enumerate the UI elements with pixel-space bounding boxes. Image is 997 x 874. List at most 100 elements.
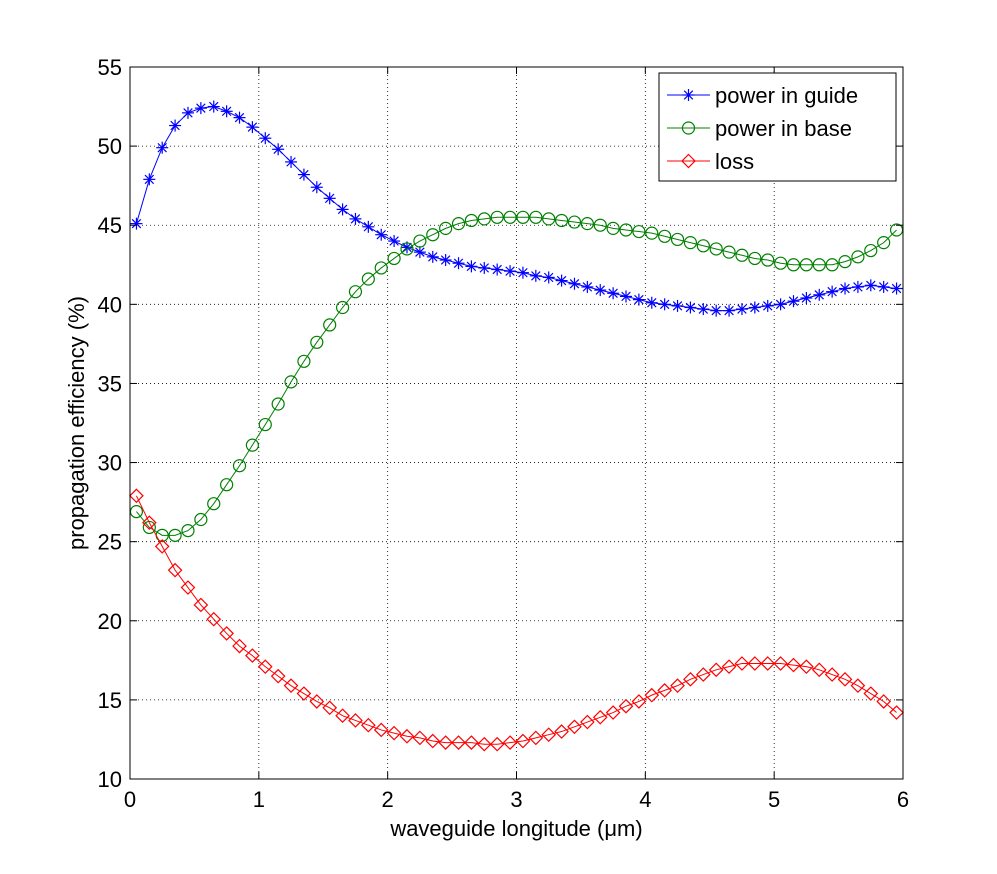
data-point xyxy=(220,105,233,118)
data-point xyxy=(476,736,492,752)
data-point xyxy=(529,210,543,224)
legend-label: power in base xyxy=(715,116,852,141)
data-point xyxy=(554,724,569,739)
data-point xyxy=(877,236,891,250)
data-point xyxy=(528,730,544,746)
data-point xyxy=(632,224,646,239)
data-point xyxy=(594,284,607,297)
data-point xyxy=(800,292,813,305)
x-axis-label: waveguide longitude (μm) xyxy=(389,816,642,841)
legend-label: loss xyxy=(715,149,754,174)
data-point xyxy=(864,243,878,258)
data-point xyxy=(451,217,466,231)
data-point xyxy=(310,181,323,194)
data-point xyxy=(683,236,698,250)
data-point xyxy=(851,250,865,264)
data-point xyxy=(890,282,903,295)
y-axis-label: propagation efficiency (%) xyxy=(64,296,89,550)
data-point xyxy=(671,299,684,312)
data-point xyxy=(502,735,518,750)
data-point xyxy=(748,251,762,266)
data-point xyxy=(658,229,672,243)
data-point xyxy=(516,266,529,279)
data-point xyxy=(786,258,801,272)
data-point xyxy=(413,234,427,248)
data-point xyxy=(580,217,594,231)
data-point xyxy=(889,705,904,720)
legend: power in guide power in base loss xyxy=(658,72,897,182)
data-point xyxy=(245,648,260,663)
data-point xyxy=(348,713,363,728)
data-point xyxy=(219,626,234,641)
data-point xyxy=(272,143,285,156)
data-point xyxy=(426,228,440,242)
series-2 xyxy=(129,488,904,752)
data-point xyxy=(413,246,426,259)
data-point xyxy=(232,638,247,654)
data-point xyxy=(232,459,247,473)
data-point xyxy=(362,220,375,233)
y-tick-label: 35 xyxy=(98,371,122,396)
x-tick-label: 2 xyxy=(382,787,394,812)
y-tick-label: 55 xyxy=(98,55,122,80)
data-point xyxy=(567,719,582,735)
data-point xyxy=(220,478,234,492)
data-point xyxy=(143,173,156,186)
y-tick-label: 40 xyxy=(98,292,122,317)
data-point xyxy=(336,203,349,216)
data-point xyxy=(632,293,645,306)
data-point xyxy=(323,318,337,332)
data-point xyxy=(425,733,441,749)
data-point xyxy=(477,212,491,226)
y-tick-label: 15 xyxy=(98,688,122,713)
data-point xyxy=(670,232,685,247)
data-point xyxy=(812,258,826,272)
data-point xyxy=(297,354,311,368)
data-point xyxy=(619,223,633,237)
legend-marker xyxy=(681,153,696,169)
data-point xyxy=(335,300,350,315)
data-point xyxy=(206,611,222,627)
data-point xyxy=(618,698,634,714)
data-point xyxy=(607,287,620,300)
x-tick-label: 1 xyxy=(253,787,265,812)
data-point xyxy=(323,192,336,205)
data-point xyxy=(709,242,723,256)
x-tick-label: 4 xyxy=(639,787,651,812)
data-point xyxy=(529,269,542,282)
data-point xyxy=(374,261,388,275)
data-point xyxy=(464,213,479,228)
data-point xyxy=(491,263,504,276)
data-point xyxy=(360,717,376,733)
data-point xyxy=(490,210,504,224)
data-point xyxy=(723,304,736,317)
data-point xyxy=(245,438,259,452)
data-point xyxy=(697,303,710,316)
data-point xyxy=(168,528,182,542)
data-point xyxy=(863,686,879,701)
data-point xyxy=(233,111,246,124)
x-tick-label: 3 xyxy=(510,787,522,812)
data-point xyxy=(644,687,660,703)
data-point xyxy=(296,686,312,701)
data-point xyxy=(284,375,298,389)
data-point xyxy=(631,694,647,709)
data-point xyxy=(567,215,582,229)
data-point xyxy=(748,301,761,314)
series-0 xyxy=(130,100,903,317)
data-point xyxy=(310,335,324,349)
y-tick-label: 45 xyxy=(98,213,122,238)
data-point xyxy=(373,722,389,738)
legend-item-0: power in guide xyxy=(667,83,858,108)
data-point xyxy=(180,580,196,595)
y-tick-label: 30 xyxy=(98,451,122,476)
data-point xyxy=(400,242,414,256)
data-point xyxy=(504,265,517,278)
series-1 xyxy=(129,210,904,542)
data-point xyxy=(850,678,866,693)
data-point xyxy=(194,102,207,115)
data-point xyxy=(710,304,723,317)
data-point xyxy=(181,523,195,538)
data-point xyxy=(825,258,839,272)
data-point xyxy=(787,295,800,308)
